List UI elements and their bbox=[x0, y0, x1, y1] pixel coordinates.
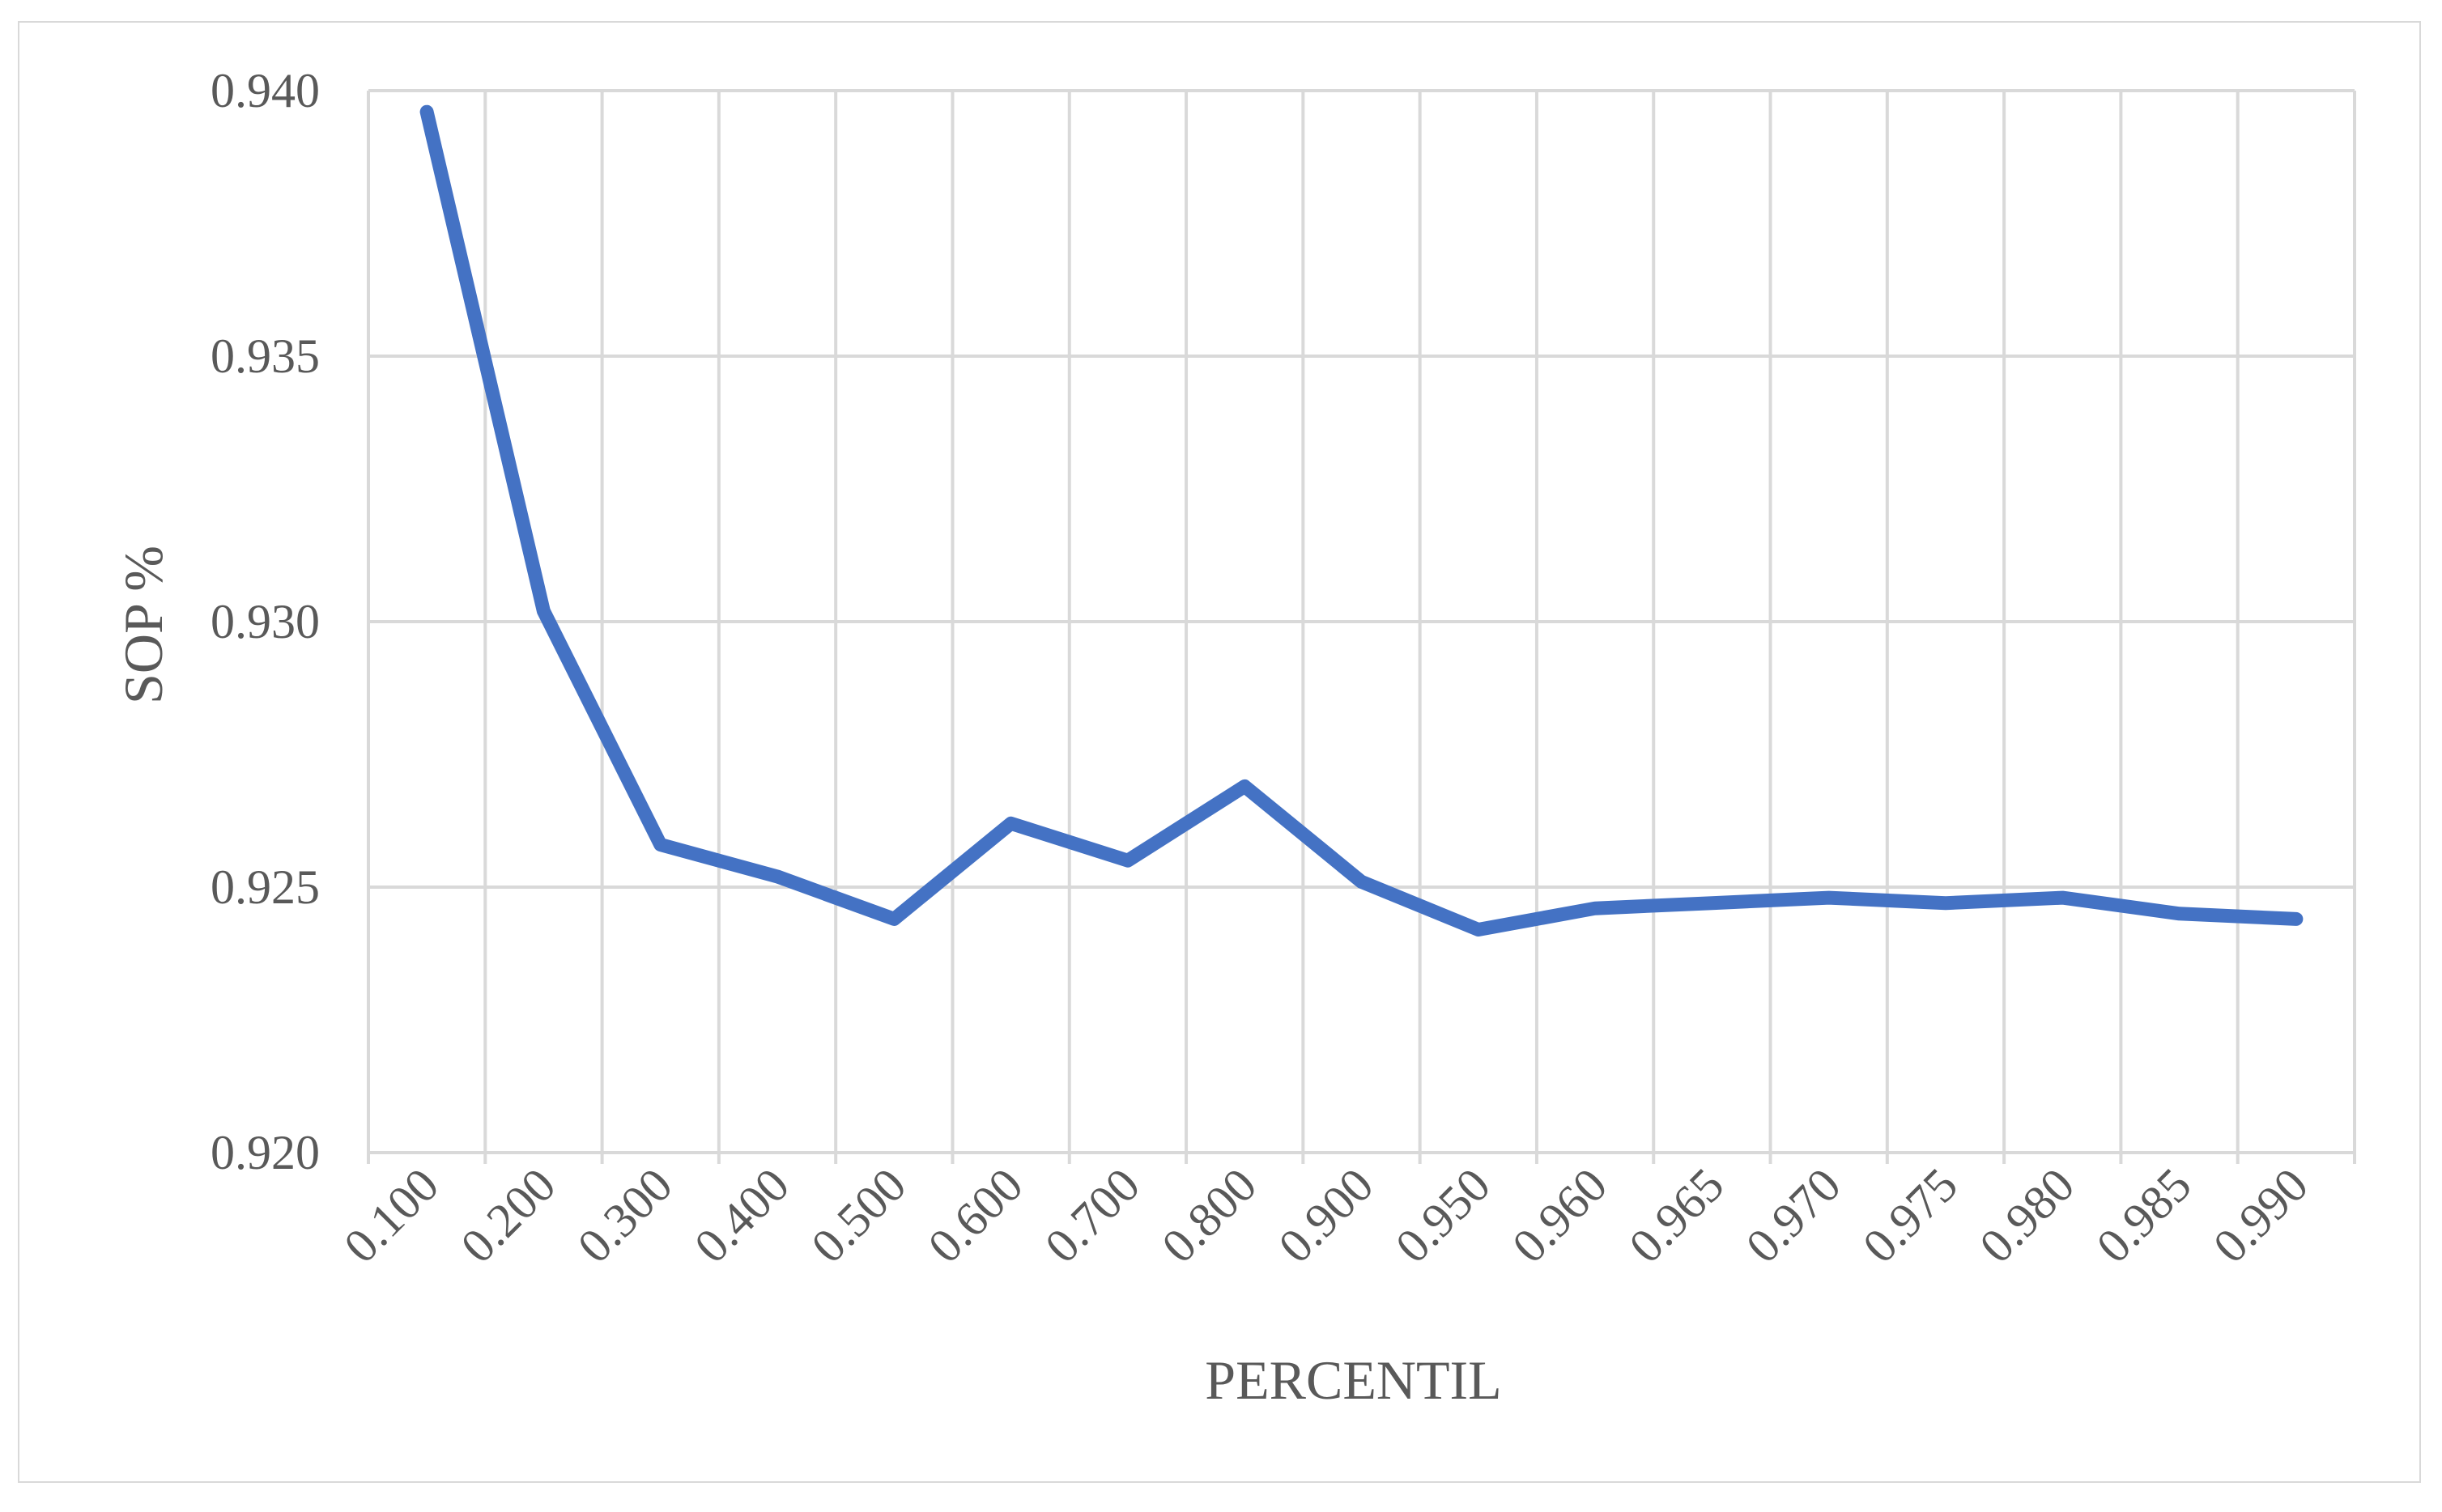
x-tick-label: 0.985 bbox=[2087, 1158, 2202, 1273]
x-tick-label: 0.950 bbox=[1385, 1158, 1500, 1273]
x-tick-label: 0.975 bbox=[1853, 1158, 1968, 1273]
data-point bbox=[1243, 784, 1246, 788]
data-point bbox=[1477, 928, 1480, 931]
x-tick-label: 0.100 bbox=[334, 1158, 449, 1273]
data-point bbox=[1827, 896, 1831, 899]
x-tick-label: 0.970 bbox=[1736, 1158, 1851, 1273]
data-point bbox=[892, 917, 896, 920]
x-tick-label: 0.300 bbox=[568, 1158, 683, 1273]
data-point bbox=[425, 110, 428, 113]
data-point bbox=[1710, 902, 1713, 905]
data-point bbox=[2295, 917, 2298, 920]
data-point bbox=[1010, 822, 1013, 825]
x-tick-label: 0.980 bbox=[1969, 1158, 2084, 1273]
series-layer bbox=[419, 104, 2304, 937]
data-point bbox=[542, 609, 545, 613]
x-tick-label: 0.200 bbox=[451, 1158, 566, 1273]
data-point bbox=[776, 875, 779, 878]
data-point bbox=[659, 843, 662, 847]
x-tick-label: 0.700 bbox=[1035, 1158, 1150, 1273]
x-axis-title: PERCENTIL bbox=[1205, 1349, 1501, 1411]
x-tick-label: 0.965 bbox=[1619, 1158, 1734, 1273]
y-tick-label: 0.920 bbox=[211, 1126, 320, 1179]
data-point bbox=[1593, 907, 1597, 910]
x-tick-label: 0.400 bbox=[684, 1158, 799, 1273]
chart-frame bbox=[18, 21, 2421, 1483]
y-tick-labels: 0.920 0.925 0.930 0.935 0.940 bbox=[211, 64, 320, 1179]
data-point bbox=[1126, 859, 1130, 862]
x-tick-label: 0.600 bbox=[918, 1158, 1033, 1273]
x-tick-label: 0.500 bbox=[801, 1158, 916, 1273]
gridlines bbox=[367, 89, 2356, 1164]
y-axis-title: SOP % bbox=[113, 546, 174, 704]
y-tick-label: 0.925 bbox=[211, 860, 320, 914]
data-point bbox=[1360, 880, 1364, 883]
x-tick-label: 0.990 bbox=[2203, 1158, 2318, 1273]
data-point bbox=[1944, 902, 1947, 905]
x-tick-labels: 0.100 0.200 0.300 0.400 0.500 0.600 0.700 0.800… bbox=[334, 1158, 2318, 1273]
y-tick-label: 0.935 bbox=[211, 329, 320, 383]
x-tick-label: 0.800 bbox=[1151, 1158, 1266, 1273]
y-tick-label: 0.940 bbox=[211, 64, 320, 117]
data-point bbox=[2178, 912, 2181, 915]
series-line bbox=[419, 104, 2304, 937]
x-tick-label: 0.960 bbox=[1502, 1158, 1617, 1273]
x-tick-label: 0.900 bbox=[1269, 1158, 1384, 1273]
y-tick-label: 0.930 bbox=[211, 595, 320, 648]
data-point bbox=[2061, 896, 2064, 899]
